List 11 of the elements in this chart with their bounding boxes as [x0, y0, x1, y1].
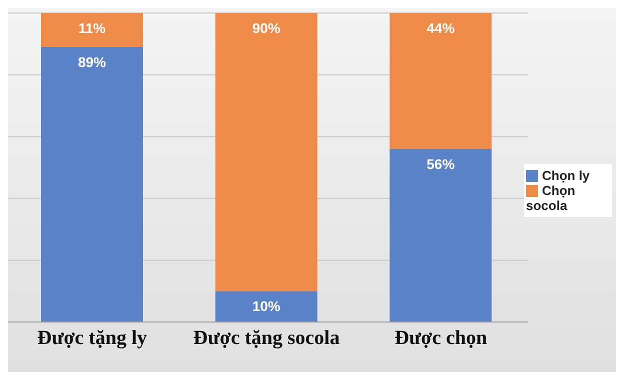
data-label: 11% [78, 20, 106, 36]
data-label: 56% [426, 156, 456, 172]
legend-label: Chọn socola [526, 182, 576, 212]
x-tick-label: Được tặng socola [193, 327, 340, 350]
legend-label: Chọn ly [542, 168, 590, 182]
data-label: 89% [78, 54, 107, 70]
data-label: 90% [252, 20, 281, 36]
x-tick-label: Được tặng ly [37, 327, 148, 350]
data-label: 10% [252, 298, 281, 314]
data-label: 44% [426, 20, 456, 36]
x-tick-label: Được chọn [394, 327, 488, 350]
